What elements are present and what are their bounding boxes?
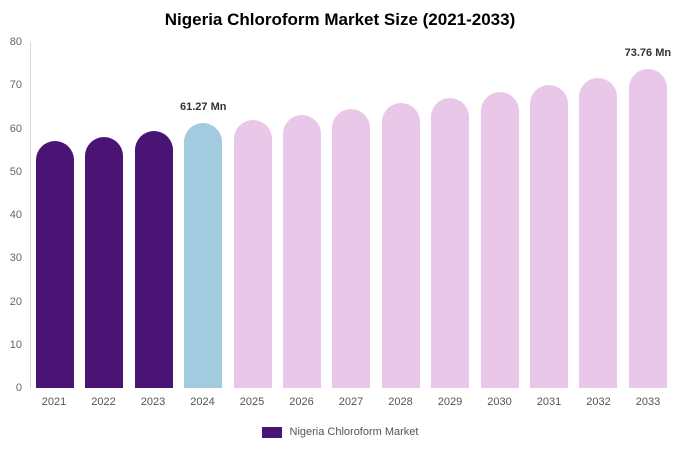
chart-title: Nigeria Chloroform Market Size (2021-203…: [164, 10, 516, 29]
x-axis: 2021 2022 2023 2024 2025 2026 2027 2028 2029 2030…: [30, 396, 672, 408]
y-tick-label: 30: [9, 252, 22, 265]
x-tick-label-2029: 2029: [437, 396, 463, 408]
bar-column-2033: 73.76 Mn: [624, 42, 672, 388]
y-tick-label: 40: [9, 209, 22, 221]
bar-2032[interactable]: [579, 77, 618, 388]
bar-2028[interactable]: [381, 103, 420, 388]
legend-swatch: [261, 426, 282, 438]
bar-value-label-2033: 73.76 Mn: [624, 47, 672, 59]
bar-column-2024: 61.27 Mn: [179, 42, 227, 388]
x-tick-label-2021: 2021: [41, 396, 67, 408]
bar-2027[interactable]: [332, 109, 371, 388]
x-tick-label-2023: 2023: [140, 396, 166, 408]
bar-column-2030: [480, 42, 520, 388]
bar-column-2022: [84, 42, 124, 388]
x-tick-label-2025: 2025: [239, 396, 265, 408]
bar-column-2025: [233, 42, 273, 388]
x-tick-label-2022: 2022: [91, 396, 116, 408]
bar-2026[interactable]: [283, 114, 322, 388]
bar-2030[interactable]: [480, 91, 519, 388]
bar-column-2031: [529, 42, 569, 388]
x-tick-label-2027: 2027: [338, 396, 364, 408]
y-tick-label: 60: [9, 122, 22, 135]
legend[interactable]: Nigeria Chloroform Market: [0, 426, 680, 438]
bar-2025[interactable]: [233, 119, 272, 388]
x-tick-label-2033: 2033: [635, 396, 661, 408]
x-tick-label-2032: 2032: [586, 396, 611, 408]
y-axis: 0 10 20 30 40 50 60 70 80: [0, 36, 26, 394]
bar-2031[interactable]: [530, 85, 569, 388]
bar-column-2032: [578, 42, 618, 388]
bar-column-2021: [35, 42, 75, 388]
y-tick-label: 50: [9, 165, 22, 178]
bar-column-2029: [430, 42, 470, 388]
x-tick-label-2028: 2028: [388, 396, 413, 408]
y-tick-label: 0: [15, 382, 22, 394]
bar-2021[interactable]: [36, 141, 74, 388]
bar-column-2028: [381, 42, 421, 388]
bar-value-label-2024: 61.27 Mn: [179, 101, 227, 114]
legend-label: Nigeria Chloroform Market: [289, 426, 419, 438]
bar-2033[interactable]: [628, 69, 667, 388]
bar-column-2023: [134, 42, 174, 388]
bar-2022[interactable]: [85, 137, 124, 388]
x-tick-label-2031: 2031: [536, 396, 562, 408]
x-tick-label-2030: 2030: [487, 396, 512, 408]
y-tick-label: 80: [9, 36, 22, 48]
bar-column-2026: [282, 42, 322, 388]
x-tick-label-2026: 2026: [289, 396, 314, 408]
y-tick-label: 10: [9, 338, 22, 351]
y-tick-label: 70: [9, 79, 22, 92]
plot-area: 61.27 Mn 73.76 Mn: [30, 42, 672, 388]
y-tick-label: 20: [9, 295, 22, 308]
bar-column-2027: [331, 42, 371, 388]
bar-2023[interactable]: [134, 130, 173, 388]
bar-2029[interactable]: [431, 98, 470, 388]
bar-2024[interactable]: [184, 123, 223, 388]
x-tick-label-2024: 2024: [190, 396, 215, 408]
